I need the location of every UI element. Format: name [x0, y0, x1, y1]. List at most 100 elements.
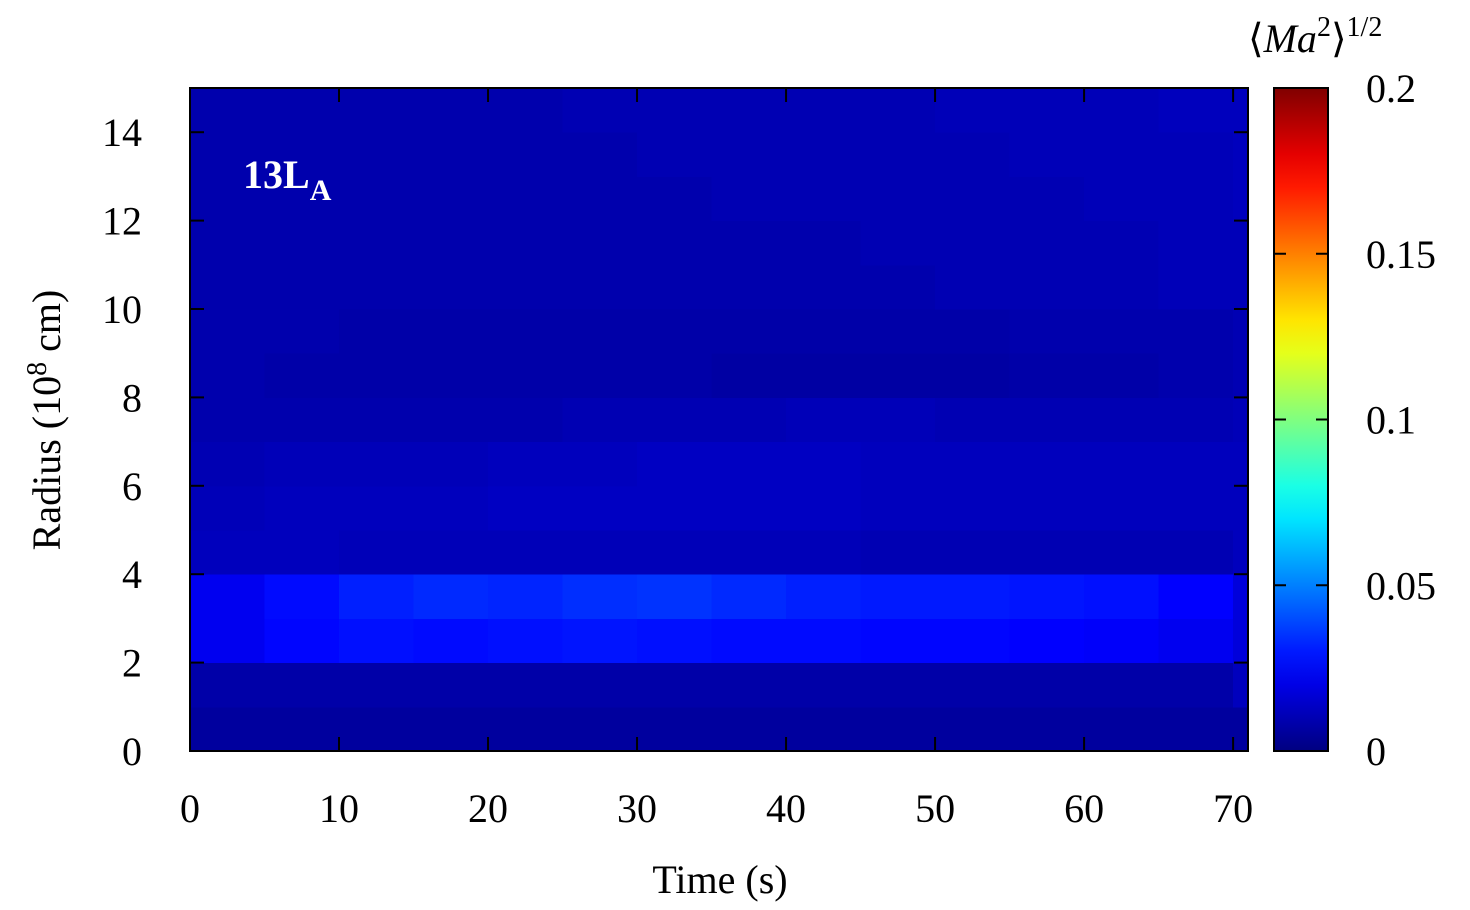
heatmap-cell [860, 706, 936, 752]
heatmap-cell [488, 441, 564, 487]
heatmap-cell [413, 88, 489, 133]
heatmap-cell [1158, 88, 1234, 133]
colorbar-tick-label: 0.05 [1366, 563, 1436, 608]
heatmap-cell [711, 176, 787, 222]
heatmap-cell [1084, 706, 1160, 752]
heatmap-cell [413, 264, 489, 310]
heatmap-cell [413, 132, 489, 177]
heatmap-cell [562, 220, 638, 266]
heatmap-cell [1009, 264, 1085, 310]
heatmap-cell [1158, 574, 1234, 619]
heatmap-cell [1233, 574, 1249, 619]
heatmap-cell [1233, 485, 1249, 531]
x-axis-label: Time (s) [652, 857, 787, 902]
heatmap-cell [1158, 706, 1234, 752]
heatmap-cell [860, 530, 936, 575]
x-tick-label: 50 [915, 786, 955, 831]
heatmap-cell [860, 309, 936, 354]
annotation-part: 13L [243, 152, 310, 197]
y-axis-label: Radius (108 cm) [22, 290, 69, 551]
heatmap-cell [413, 574, 489, 619]
heatmap-cell [1009, 397, 1085, 443]
colorbar-tick-label: 0.1 [1366, 398, 1416, 443]
heatmap-cell [264, 706, 340, 752]
heatmap-cell [860, 574, 936, 619]
heatmap-cell [786, 441, 862, 487]
heatmap-cell [1009, 662, 1085, 708]
heatmap-cell [1158, 176, 1234, 222]
heatmap-cell [1009, 353, 1085, 398]
heatmap-cell [413, 353, 489, 398]
heatmap-cell [1084, 132, 1160, 177]
x-tick-label: 20 [468, 786, 508, 831]
heatmap-cell [562, 88, 638, 133]
heatmap-cell [1233, 397, 1249, 443]
heatmap-cell [935, 574, 1011, 619]
heatmap-cell [1158, 397, 1234, 443]
heatmap-cell [786, 530, 862, 575]
heatmap-cell [488, 132, 564, 177]
heatmap-cell [711, 618, 787, 664]
heatmap-cell [637, 309, 713, 354]
heatmap-cell [860, 397, 936, 443]
heatmap-cell [488, 530, 564, 575]
heatmap-cell [637, 485, 713, 531]
heatmap-cell [1084, 264, 1160, 310]
heatmap-cell [637, 618, 713, 664]
heatmap-cell [711, 530, 787, 575]
heatmap-cell [264, 662, 340, 708]
colorbar-tick-label: 0 [1366, 729, 1386, 774]
heatmap-cell [562, 441, 638, 487]
heatmap-cell [562, 706, 638, 752]
colorbar-tick-label: 0.15 [1366, 232, 1436, 277]
heatmap-cell [860, 618, 936, 664]
annotation-part: A [310, 174, 332, 207]
heatmap-cell [935, 353, 1011, 398]
y-tick-label: 4 [122, 552, 142, 597]
heatmap-cell [190, 662, 266, 708]
heatmap-cell [935, 441, 1011, 487]
heatmap-cell [413, 220, 489, 266]
heatmap-cell [562, 309, 638, 354]
heatmap-cell [637, 220, 713, 266]
heatmap-cell [413, 441, 489, 487]
heatmap-cell [786, 485, 862, 531]
heatmap-cell [1233, 176, 1249, 222]
heatmap-cell [786, 353, 862, 398]
heatmap-cell [1233, 618, 1249, 664]
heatmap-cell [786, 618, 862, 664]
heatmap-cell [637, 264, 713, 310]
y-tick-label: 12 [102, 199, 142, 244]
heatmap-cell [264, 397, 340, 443]
heatmap-cell [1009, 618, 1085, 664]
heatmap-cell [413, 485, 489, 531]
x-tick-label: 30 [617, 786, 657, 831]
heatmap-cell [1233, 530, 1249, 575]
heatmap-cell [935, 88, 1011, 133]
heatmap-cell [1084, 176, 1160, 222]
y-tick-label: 2 [122, 641, 142, 686]
heatmap-cell [1233, 706, 1249, 752]
heatmap-cell [637, 706, 713, 752]
heatmap-cell [711, 353, 787, 398]
heatmap-cell [1009, 88, 1085, 133]
heatmap-cell [488, 220, 564, 266]
heatmap-cell [711, 662, 787, 708]
heatmap-cell [339, 220, 415, 266]
label-part: Ma [1263, 16, 1317, 61]
heatmap-cell [860, 441, 936, 487]
heatmap-cell [413, 706, 489, 752]
heatmap-cell [637, 176, 713, 222]
heatmap-cell [711, 88, 787, 133]
x-tick-label: 10 [319, 786, 359, 831]
label-part: 8 [22, 362, 53, 376]
heatmap-cell [264, 88, 340, 133]
heatmap-cell [786, 574, 862, 619]
heatmap-cell [711, 706, 787, 752]
heatmap-cell [637, 530, 713, 575]
heatmap-cell [711, 309, 787, 354]
heatmap-cell [562, 264, 638, 310]
heatmap-cell [1009, 574, 1085, 619]
heatmap-cell [562, 574, 638, 619]
heatmap-cell [339, 132, 415, 177]
